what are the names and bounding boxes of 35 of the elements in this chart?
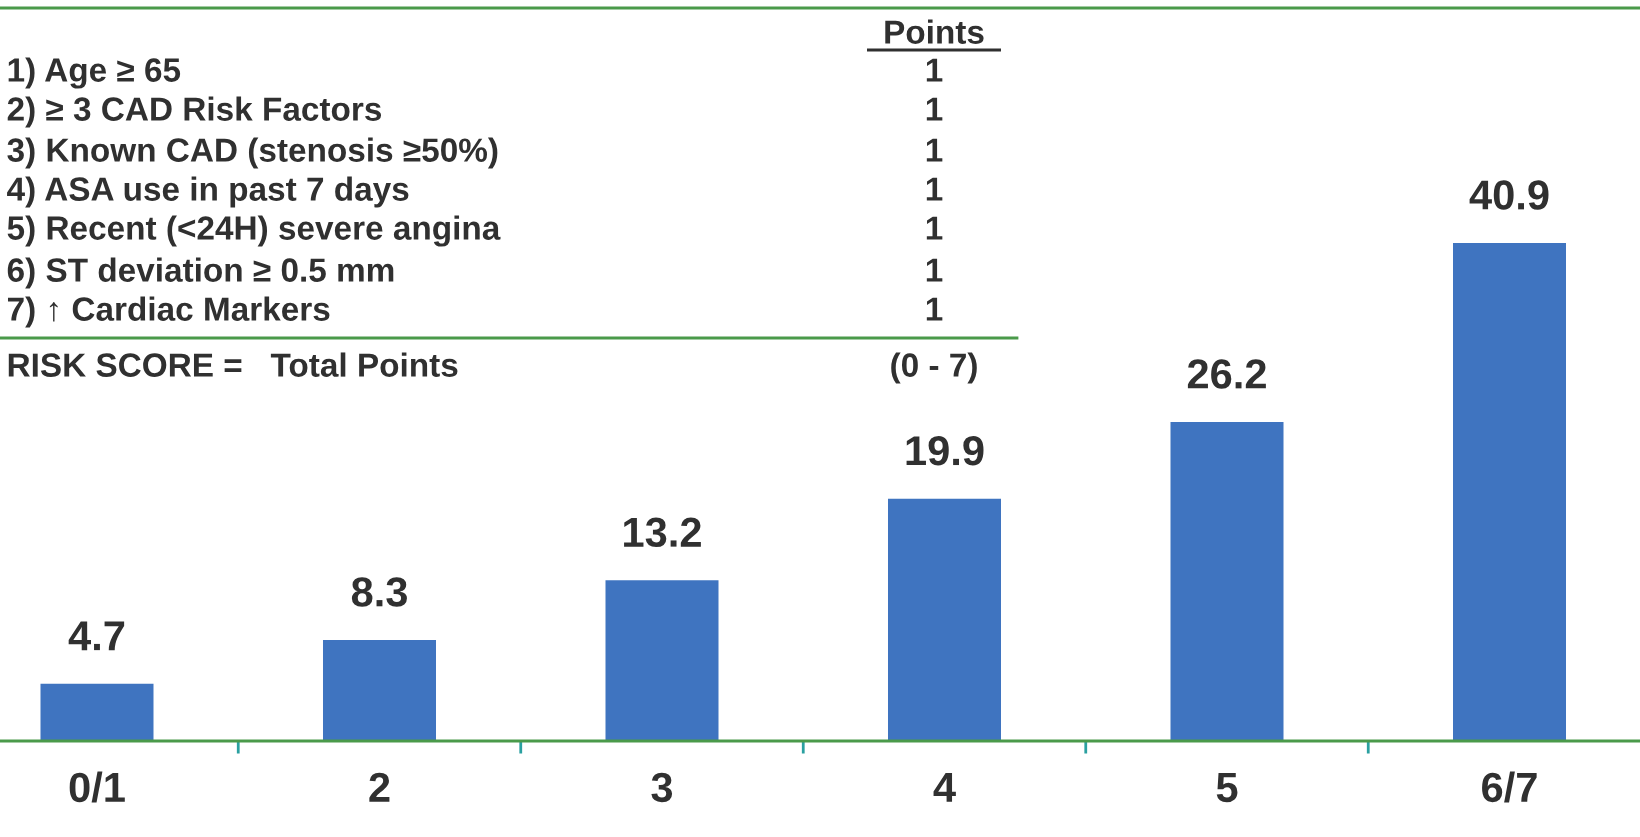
annotation: 1 — [926, 258, 943, 282]
text: 1) Age ≥ 65 — [8, 57, 181, 89]
bar — [605, 580, 719, 741]
text: 1 — [926, 97, 943, 121]
text: 1 — [926, 58, 943, 82]
annotation: 6) ST deviation ≥ 0.5 mm — [7, 257, 394, 289]
text: 4) ASA use in past 7 days — [7, 176, 409, 208]
x-tick-label: 2 — [369, 772, 390, 802]
data-label: 4.7 — [68, 621, 125, 651]
bar — [888, 498, 1001, 741]
data-label: 40.9 — [1469, 180, 1549, 210]
data-label: 26.2 — [1187, 359, 1266, 389]
annotation: 1 — [926, 297, 943, 321]
annotation: 5) Recent (<24H) severe angina — [7, 215, 501, 247]
x-tick-label: 6/7 — [1482, 771, 1537, 803]
annotation: (0 - 7) — [891, 352, 977, 384]
text: 1 — [926, 177, 943, 201]
x-tick-label: 0/1 — [69, 771, 125, 803]
text: 2) ≥ 3 CAD Risk Factors — [7, 96, 382, 128]
x-tick-label: 3 — [651, 772, 673, 803]
x-tick-label: 4 — [933, 773, 956, 802]
annotation: 7) ↑ Cardiac Markers — [7, 296, 330, 328]
text: 1 — [926, 138, 943, 162]
bar — [1170, 421, 1284, 741]
bar — [323, 639, 436, 741]
annotation: RISK SCORE = Total Points — [8, 352, 458, 377]
bar — [1453, 243, 1566, 741]
text: Points — [885, 19, 984, 44]
bar — [40, 683, 154, 741]
text: 1 — [926, 216, 943, 240]
text: 3) Known CAD (stenosis ≥50%) — [7, 137, 498, 169]
data-label: 8.3 — [351, 577, 407, 607]
data-label: 13.2 — [624, 517, 701, 548]
data-label: 19.9 — [906, 435, 984, 466]
x-tick-label: 5 — [1216, 773, 1238, 803]
